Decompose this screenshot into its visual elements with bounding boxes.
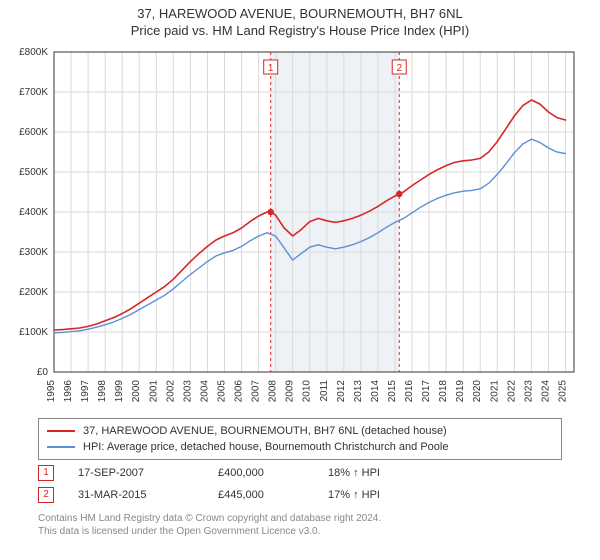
legend-swatch: [47, 430, 75, 432]
chart-area: £0 £100K £200K £300K £400K £500K £600K £700K £80…: [0, 42, 600, 412]
sale-row: 2 31-MAR-2015£445,00017% ↑ HPI: [38, 484, 562, 506]
svg-text:1: 1: [268, 63, 274, 74]
svg-text:2010: 2010: [302, 380, 313, 403]
svg-text:1998: 1998: [97, 380, 108, 403]
svg-text:2001: 2001: [148, 380, 159, 403]
svg-text:1997: 1997: [80, 380, 91, 403]
sale-marker-box: 1: [38, 465, 54, 481]
svg-text:2022: 2022: [506, 380, 517, 403]
svg-text:2012: 2012: [336, 380, 347, 403]
svg-text:1999: 1999: [114, 380, 125, 403]
svg-text:2024: 2024: [540, 380, 551, 403]
sale-delta: 18% ↑ HPI: [328, 467, 448, 479]
chart-titles: 37, HAREWOOD AVENUE, BOURNEMOUTH, BH7 6N…: [0, 0, 600, 38]
sale-date: 31-MAR-2015: [78, 489, 218, 501]
title-line-1: 37, HAREWOOD AVENUE, BOURNEMOUTH, BH7 6N…: [0, 6, 600, 21]
svg-text:2011: 2011: [319, 380, 330, 402]
svg-text:£600K: £600K: [19, 127, 48, 138]
svg-text:£500K: £500K: [19, 167, 48, 178]
svg-text:£100K: £100K: [19, 327, 48, 338]
attribution-footer: Contains HM Land Registry data © Crown c…: [38, 512, 562, 538]
svg-text:£300K: £300K: [19, 247, 48, 258]
svg-text:2020: 2020: [472, 380, 483, 403]
svg-text:2021: 2021: [489, 380, 500, 403]
svg-text:£0: £0: [37, 367, 49, 378]
svg-text:£400K: £400K: [19, 207, 48, 218]
svg-text:2005: 2005: [216, 380, 227, 403]
svg-text:2000: 2000: [131, 380, 142, 403]
title-line-2: Price paid vs. HM Land Registry's House …: [0, 23, 600, 38]
legend-item: HPI: Average price, detached house, Bour…: [47, 439, 553, 455]
svg-text:2018: 2018: [438, 380, 449, 403]
sale-row: 1 17-SEP-2007£400,00018% ↑ HPI: [38, 462, 562, 484]
sale-date: 17-SEP-2007: [78, 467, 218, 479]
svg-text:2015: 2015: [387, 380, 398, 403]
footer-line-1: Contains HM Land Registry data © Crown c…: [38, 512, 562, 525]
svg-text:2016: 2016: [404, 380, 415, 403]
legend-label: HPI: Average price, detached house, Bour…: [83, 439, 448, 455]
svg-text:1995: 1995: [46, 380, 57, 403]
svg-text:2019: 2019: [455, 380, 466, 403]
svg-text:2013: 2013: [353, 380, 364, 403]
sales-list: 1 17-SEP-2007£400,00018% ↑ HPI 2 31-MAR-201…: [38, 462, 562, 506]
svg-text:2007: 2007: [251, 380, 262, 403]
legend: 37, HAREWOOD AVENUE, BOURNEMOUTH, BH7 6N…: [38, 418, 562, 460]
sale-price: £445,000: [218, 489, 328, 501]
sale-delta: 17% ↑ HPI: [328, 489, 448, 501]
sale-price: £400,000: [218, 467, 328, 479]
svg-text:1996: 1996: [63, 380, 74, 403]
svg-text:2017: 2017: [421, 380, 432, 403]
sale-marker-box: 2: [38, 487, 54, 503]
svg-text:2004: 2004: [199, 380, 210, 403]
svg-text:2002: 2002: [165, 380, 176, 403]
footer-line-2: This data is licensed under the Open Gov…: [38, 525, 562, 538]
svg-text:£200K: £200K: [19, 287, 48, 298]
svg-text:2008: 2008: [268, 380, 279, 403]
svg-text:2009: 2009: [285, 380, 296, 403]
line-chart-svg: £0 £100K £200K £300K £400K £500K £600K £700K £80…: [0, 42, 600, 412]
svg-text:2025: 2025: [557, 380, 568, 403]
legend-label: 37, HAREWOOD AVENUE, BOURNEMOUTH, BH7 6N…: [83, 423, 447, 439]
legend-item: 37, HAREWOOD AVENUE, BOURNEMOUTH, BH7 6N…: [47, 423, 553, 439]
svg-text:2003: 2003: [182, 380, 193, 403]
svg-text:2014: 2014: [370, 380, 381, 403]
svg-text:2: 2: [396, 63, 402, 74]
svg-text:2023: 2023: [523, 380, 534, 403]
svg-text:2006: 2006: [234, 380, 245, 403]
svg-text:£800K: £800K: [19, 47, 48, 58]
legend-swatch: [47, 446, 75, 448]
svg-text:£700K: £700K: [19, 87, 48, 98]
